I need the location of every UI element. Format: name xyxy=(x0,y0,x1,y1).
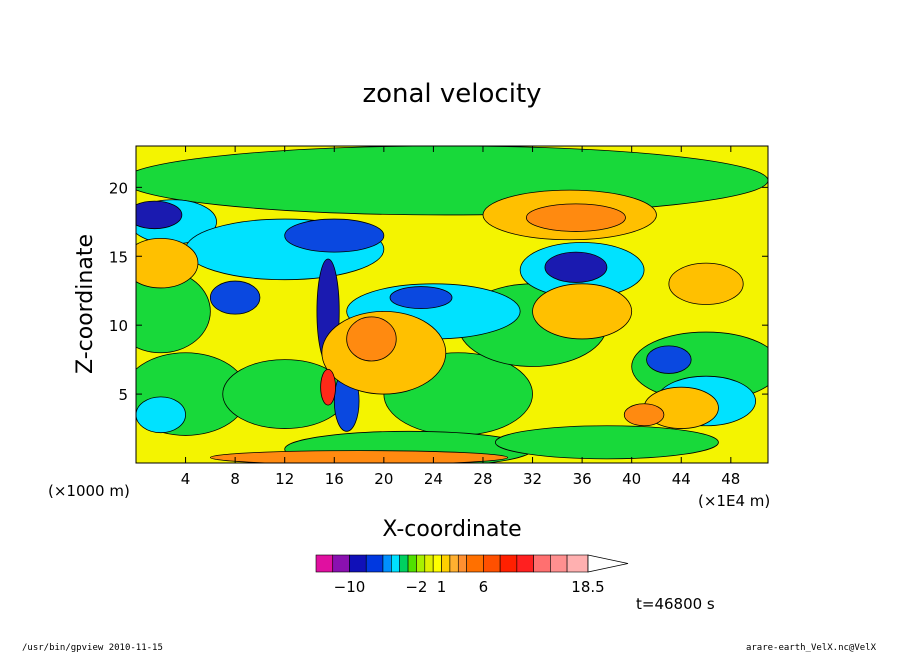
y-tick-label: 5 xyxy=(118,386,128,404)
contour-region xyxy=(136,396,186,434)
x-tick-label: 32 xyxy=(523,470,542,488)
colorbar-segment xyxy=(416,554,426,573)
contour-region xyxy=(668,262,744,305)
colorbar-segment xyxy=(365,554,384,573)
colorbar-label: 6 xyxy=(479,578,489,596)
colorbar-labels: −10 −2 1 6 18.5 xyxy=(334,578,605,596)
contour-region xyxy=(209,450,509,463)
contour-field xyxy=(136,146,768,463)
x-tick-label: 20 xyxy=(374,470,393,488)
contour-region xyxy=(544,251,608,283)
x-tick-label: 8 xyxy=(230,470,240,488)
contour-region xyxy=(136,200,183,230)
x-unit-right: (×1E4 m) xyxy=(698,492,770,510)
contour-region xyxy=(136,237,199,289)
contour-region xyxy=(320,368,336,406)
chart-title: zonal velocity xyxy=(362,79,541,109)
colorbar-segment xyxy=(449,554,459,573)
colorbar-segment xyxy=(483,554,501,573)
colorbar-segment xyxy=(391,554,400,573)
colorbar-segment xyxy=(432,554,442,573)
colorbar-label: −2 xyxy=(405,578,427,596)
x-unit-left: (×1000 m) xyxy=(48,482,130,500)
contour-region xyxy=(284,218,385,253)
x-tick-label: 28 xyxy=(473,470,492,488)
colorbar-segment xyxy=(349,554,367,573)
colorbar-segment xyxy=(441,554,451,573)
colorbar-segment xyxy=(399,554,409,573)
x-tick-label: 40 xyxy=(622,470,641,488)
y-axis-ticks: 5 10 15 20 xyxy=(109,179,768,404)
colorbar-segment xyxy=(315,554,334,573)
x-tick-label: 24 xyxy=(424,470,443,488)
contour-region xyxy=(136,146,768,216)
colorbar-label: 18.5 xyxy=(571,578,604,596)
footer-left: /usr/bin/gpview 2010-11-15 xyxy=(22,643,163,653)
plot-frame xyxy=(135,145,769,464)
colorbar-segment xyxy=(499,554,518,573)
colorbar-segment xyxy=(457,554,467,573)
x-tick-label: 4 xyxy=(181,470,191,488)
contour-region xyxy=(646,345,692,374)
colorbar-segment xyxy=(533,554,551,573)
colorbar-segment xyxy=(550,554,568,573)
contour-region xyxy=(525,203,626,232)
x-axis-label: X-coordinate xyxy=(382,517,521,542)
footer-right: arare-earth_VelX.nc@VelX xyxy=(746,643,877,653)
contour-region xyxy=(494,425,719,460)
time-label: t=46800 s xyxy=(636,595,715,613)
y-tick-label: 10 xyxy=(109,317,128,335)
colorbar-segment xyxy=(332,554,350,573)
colorbar-segment xyxy=(424,554,434,573)
colorbar-segment xyxy=(382,554,392,573)
x-axis-ticks: 4 8 12 16 20 24 28 32 36 40 44 48 xyxy=(181,146,740,488)
contour-region xyxy=(209,280,261,315)
contour-region xyxy=(389,286,453,310)
contour-region xyxy=(346,316,397,362)
contour-region xyxy=(532,283,633,340)
colorbar-segment xyxy=(516,554,534,573)
x-tick-label: 36 xyxy=(573,470,592,488)
y-tick-label: 20 xyxy=(109,179,128,197)
x-tick-label: 48 xyxy=(721,470,740,488)
x-tick-label: 12 xyxy=(275,470,294,488)
plot-area xyxy=(135,145,769,464)
x-tick-label: 44 xyxy=(672,470,691,488)
x-tick-label: 16 xyxy=(325,470,344,488)
colorbar-label: −10 xyxy=(334,578,366,596)
y-axis-label: Z-coordinate xyxy=(73,234,98,374)
y-tick-label: 15 xyxy=(109,248,128,266)
colorbar-arrow xyxy=(587,554,629,573)
colorbar-segment xyxy=(407,554,417,573)
colorbar-segment xyxy=(466,554,484,573)
colorbar-label: 1 xyxy=(437,578,447,596)
colorbar xyxy=(315,554,629,573)
contour-region xyxy=(623,403,665,427)
colorbar-segment xyxy=(566,554,589,573)
